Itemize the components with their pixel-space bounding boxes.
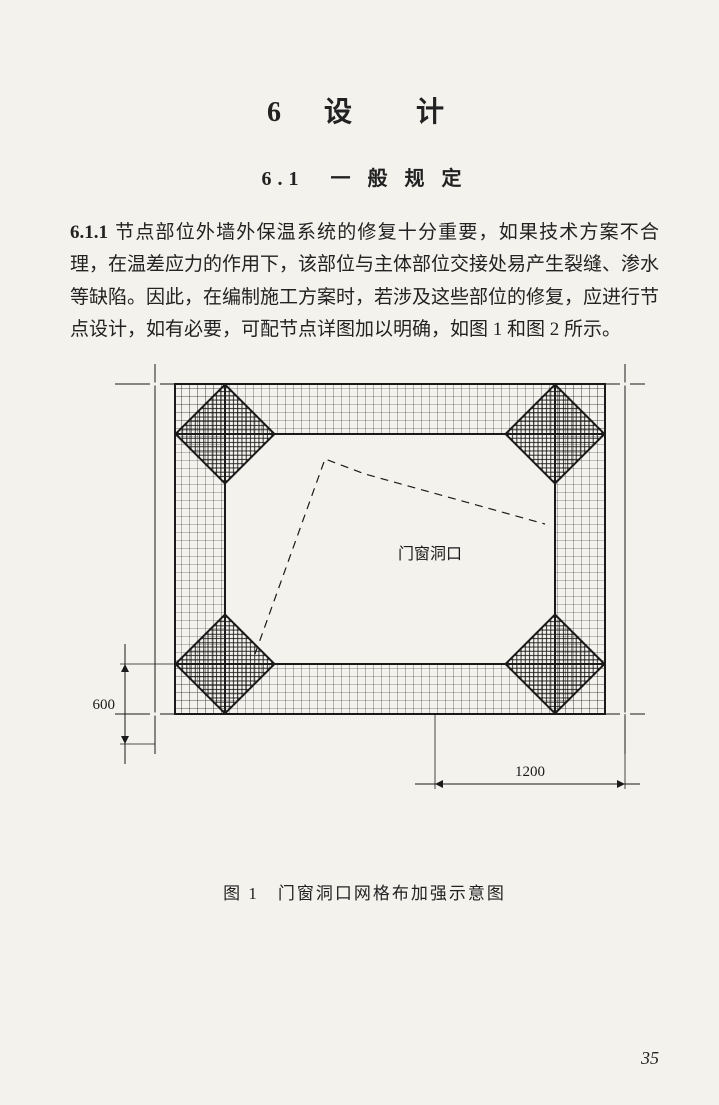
paragraph-number: 6.1.1: [70, 222, 108, 243]
svg-text:1200: 1200: [515, 764, 545, 780]
chapter-name: 设 计: [324, 97, 462, 128]
svg-text:门窗洞口: 门窗洞口: [397, 545, 461, 563]
figure-caption-prefix: 图 1: [223, 884, 259, 903]
figure-caption: 图 1 门窗洞口网格布加强示意图: [85, 879, 645, 904]
figure-1: 门窗洞口 600 1200 图 1 门窗洞口网格布加强示意图: [85, 364, 645, 904]
svg-text:600: 600: [92, 697, 115, 713]
paragraph-6-1-1: 6.1.1节点部位外墙外保温系统的修复十分重要，如果技术方案不合理，在温差应力的…: [70, 217, 659, 346]
chapter-number: 6: [267, 97, 299, 128]
figure-diagram: 门窗洞口 600 1200: [85, 364, 645, 824]
page-number: 35: [641, 1048, 659, 1069]
paragraph-text: 节点部位外墙外保温系统的修复十分重要，如果技术方案不合理，在温差应力的作用下，该…: [70, 222, 659, 340]
section-number: 6.1: [262, 168, 305, 190]
section-name: 一 般 规 定: [331, 168, 468, 190]
section-title: 6.1 一 般 规 定: [70, 162, 659, 191]
chapter-title: 6 设 计: [70, 90, 659, 130]
figure-caption-text: 门窗洞口网格布加强示意图: [278, 884, 506, 903]
